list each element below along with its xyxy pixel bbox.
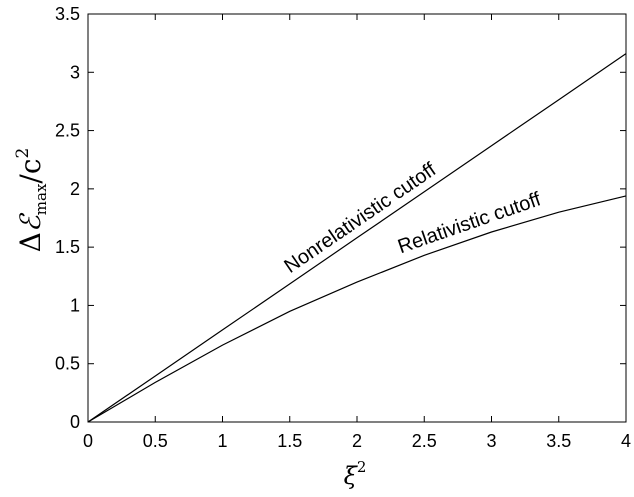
y-tick-label: 1.5 xyxy=(55,237,80,257)
x-tick-label: 3.5 xyxy=(546,431,571,451)
y-axis-label-symbol: ℰ xyxy=(14,212,47,232)
x-tick-label: 3 xyxy=(486,431,496,451)
y-tick-label: 0 xyxy=(70,412,80,432)
x-tick-label: 1.5 xyxy=(277,431,302,451)
y-axis-label-delta: Δ xyxy=(14,232,47,252)
x-tick-label: 0.5 xyxy=(143,431,168,451)
y-tick-label: 3 xyxy=(70,62,80,82)
y-axis: 0 0.5 1 1.5 2 2.5 3 3.5 xyxy=(55,4,626,432)
svg-text:Δℰmax/c2: Δℰmax/c2 xyxy=(13,148,50,253)
y-axis-label-c: c xyxy=(14,158,47,174)
y-tick-label: 2.5 xyxy=(55,121,80,141)
annotation-nonrelativistic-cutoff: Nonrelativistic cutoff xyxy=(280,158,440,277)
x-axis-label: ξ2 xyxy=(344,458,367,490)
x-tick-label: 4 xyxy=(621,431,631,451)
y-axis-label: Δℰmax/c2 xyxy=(13,148,50,253)
y-tick-label: 3.5 xyxy=(55,4,80,24)
x-tick-label: 1 xyxy=(217,431,227,451)
y-axis-label-sup: 2 xyxy=(13,148,33,159)
series-line-nonrelativistic-cutoff xyxy=(87,53,627,423)
x-tick-label: 2 xyxy=(352,431,362,451)
x-axis-label-base: ξ xyxy=(344,462,359,490)
y-tick-label: 1 xyxy=(70,295,80,315)
y-tick-label: 0.5 xyxy=(55,354,80,374)
y-tick-label: 2 xyxy=(70,179,80,199)
y-axis-label-sub: max xyxy=(32,183,50,215)
x-axis: 0 0.5 1 1.5 2 2.5 3 3.5 4 xyxy=(83,14,631,451)
x-axis-label-sup: 2 xyxy=(357,458,367,476)
x-tick-label: 0 xyxy=(83,431,93,451)
x-tick-label: 2.5 xyxy=(412,431,437,451)
series-group xyxy=(87,53,627,423)
series-line-relativistic-cutoff xyxy=(87,195,627,423)
y-axis-label-slash: / xyxy=(14,174,47,184)
